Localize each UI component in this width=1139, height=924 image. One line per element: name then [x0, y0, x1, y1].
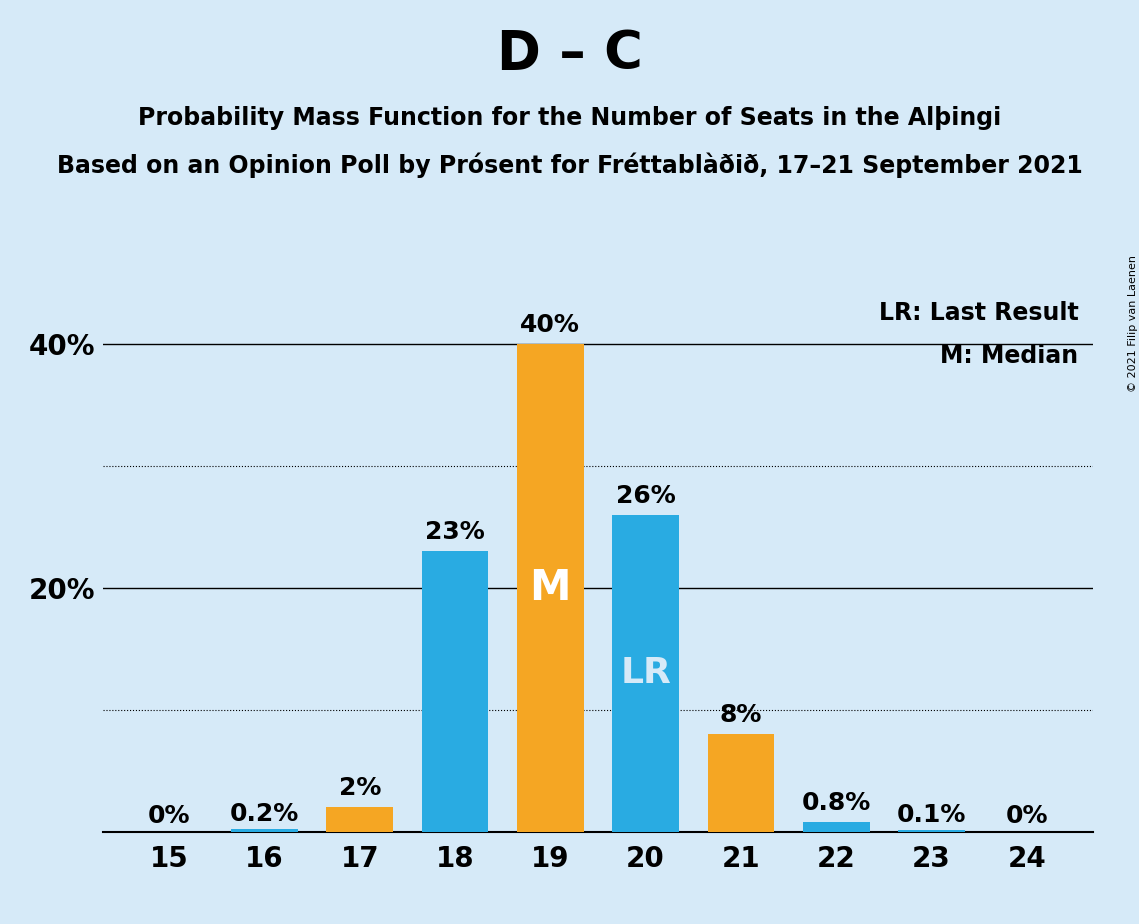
Text: 0%: 0%: [148, 804, 190, 828]
Text: 0.2%: 0.2%: [230, 801, 300, 825]
Bar: [803, 821, 869, 832]
Bar: [899, 831, 965, 832]
Text: M: M: [530, 567, 571, 609]
Text: LR: LR: [620, 656, 671, 690]
Text: 0%: 0%: [1006, 804, 1048, 828]
Text: 8%: 8%: [720, 703, 762, 727]
Text: 2%: 2%: [338, 776, 380, 800]
Text: M: Median: M: Median: [941, 344, 1079, 368]
Bar: [231, 829, 297, 832]
Bar: [327, 808, 393, 832]
Bar: [517, 345, 583, 832]
Text: D – C: D – C: [497, 28, 642, 79]
Bar: [421, 552, 489, 832]
Bar: [707, 735, 775, 832]
Text: 0.8%: 0.8%: [802, 791, 871, 815]
Text: 26%: 26%: [616, 483, 675, 507]
Text: Based on an Opinion Poll by Prósent for Fréttablàðið, 17–21 September 2021: Based on an Opinion Poll by Prósent for …: [57, 152, 1082, 178]
Text: Probability Mass Function for the Number of Seats in the Alþingi: Probability Mass Function for the Number…: [138, 106, 1001, 130]
Bar: [613, 515, 679, 832]
Text: LR: Last Result: LR: Last Result: [879, 301, 1079, 325]
Text: © 2021 Filip van Laenen: © 2021 Filip van Laenen: [1129, 255, 1138, 392]
Text: 0.1%: 0.1%: [896, 803, 966, 827]
Text: 23%: 23%: [425, 520, 485, 544]
Text: 40%: 40%: [521, 313, 580, 337]
